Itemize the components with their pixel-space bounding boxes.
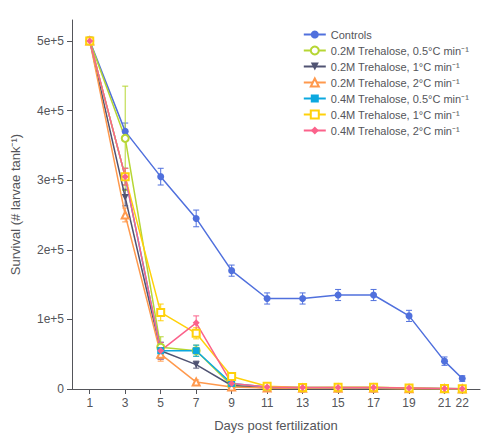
svg-text:4e+5: 4e+5 — [37, 104, 64, 118]
svg-text:1: 1 — [86, 396, 93, 410]
svg-text:22: 22 — [456, 396, 470, 410]
svg-text:Days post fertilization: Days post fertilization — [214, 418, 338, 433]
svg-text:0.2M Trehalose, 1°C min⁻¹: 0.2M Trehalose, 1°C min⁻¹ — [331, 61, 460, 73]
svg-text:5: 5 — [157, 396, 164, 410]
svg-text:13: 13 — [296, 396, 310, 410]
svg-text:0.4M Trehalose, 0.5°C min⁻¹: 0.4M Trehalose, 0.5°C min⁻¹ — [331, 93, 469, 105]
svg-text:15: 15 — [331, 396, 345, 410]
svg-text:17: 17 — [367, 396, 381, 410]
svg-text:19: 19 — [402, 396, 416, 410]
svg-text:11: 11 — [261, 396, 274, 410]
svg-text:5e+5: 5e+5 — [37, 34, 64, 48]
svg-text:3e+5: 3e+5 — [37, 173, 64, 187]
svg-text:0: 0 — [57, 382, 64, 396]
svg-text:7: 7 — [193, 396, 200, 410]
svg-text:Controls: Controls — [331, 29, 372, 41]
svg-text:0.4M Trehalose, 1°C min⁻¹: 0.4M Trehalose, 1°C min⁻¹ — [331, 109, 460, 121]
svg-text:Survival (# larvae tank⁻¹): Survival (# larvae tank⁻¹) — [8, 134, 23, 275]
svg-text:21: 21 — [438, 396, 452, 410]
svg-text:0.4M Trehalose, 2°C min⁻¹: 0.4M Trehalose, 2°C min⁻¹ — [331, 125, 460, 137]
svg-text:1e+5: 1e+5 — [37, 312, 64, 326]
svg-text:0.2M Trehalose, 2°C min⁻¹: 0.2M Trehalose, 2°C min⁻¹ — [331, 77, 460, 89]
svg-text:3: 3 — [122, 396, 129, 410]
svg-text:2e+5: 2e+5 — [37, 243, 64, 257]
svg-text:0.2M Trehalose, 0.5°C min⁻¹: 0.2M Trehalose, 0.5°C min⁻¹ — [331, 45, 469, 57]
svg-text:9: 9 — [228, 396, 235, 410]
